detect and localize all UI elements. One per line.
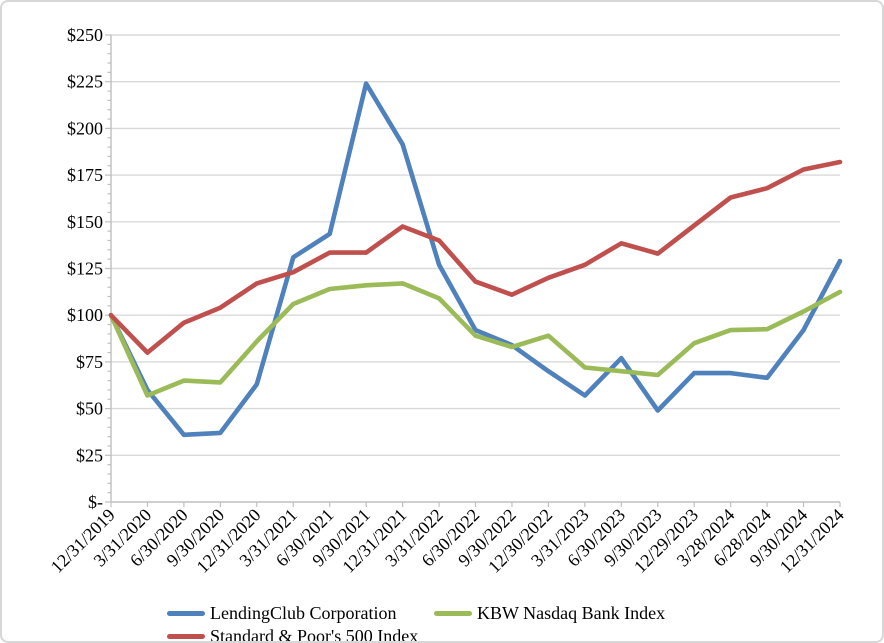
- y-tick-label: $200: [67, 118, 103, 138]
- y-tick-label: $125: [67, 259, 103, 279]
- y-tick-label: $150: [67, 212, 103, 232]
- y-tick-label: $250: [67, 25, 103, 45]
- y-tick-label: $225: [67, 72, 103, 92]
- y-tick-label: $75: [76, 352, 103, 372]
- legend-label-kbw-nasdaq-bank-index: KBW Nasdaq Bank Index: [477, 603, 666, 623]
- legend-label-lendingclub-corporation: LendingClub Corporation: [210, 603, 397, 623]
- legend-item-lendingclub-corporation: LendingClub Corporation: [167, 602, 396, 624]
- legend-item-standard-poors-500-index: Standard & Poor's 500 Index: [167, 625, 419, 643]
- y-tick-label: $-: [88, 492, 103, 512]
- y-tick-label: $50: [76, 399, 103, 419]
- y-tick-label: $175: [67, 165, 103, 185]
- series-line-lendingclub-corporation: [108, 81, 843, 438]
- series-line-standard-poor-s-500-index: [108, 159, 843, 355]
- y-tick-label: $100: [67, 305, 103, 325]
- series-line-kbw-nasdaq-bank-index: [108, 281, 843, 398]
- legend-swatch-kbw-nasdaq-bank-index: [434, 610, 472, 616]
- legend-label-standard-poors-500-index: Standard & Poor's 500 Index: [210, 626, 419, 643]
- legend-swatch-lendingclub-corporation: [167, 610, 205, 616]
- legend-item-kbw-nasdaq-bank-index: KBW Nasdaq Bank Index: [434, 602, 665, 624]
- y-tick-label: $25: [76, 445, 103, 465]
- legend-swatch-standard-poors-500-index: [167, 633, 205, 639]
